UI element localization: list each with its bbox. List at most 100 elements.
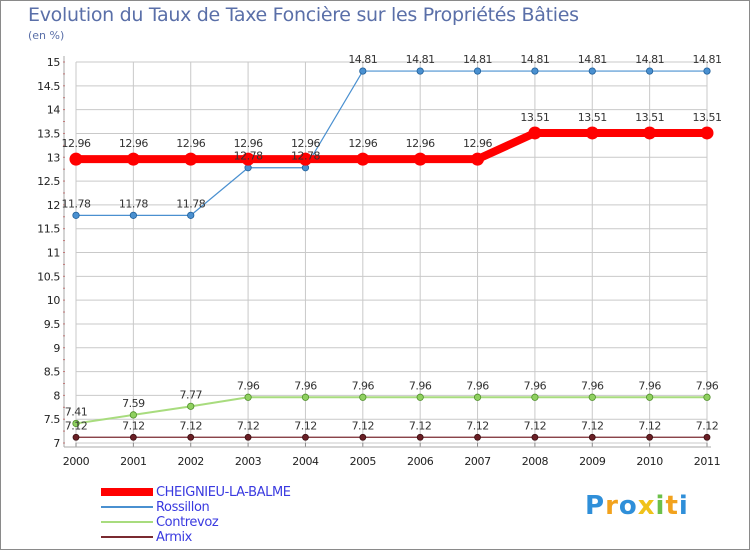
data-label: 12.96 xyxy=(234,137,263,150)
y-tick-label: 8.5 xyxy=(44,366,61,379)
series-contrevoz-point xyxy=(72,419,80,428)
data-label: 14.81 xyxy=(348,53,377,66)
data-label: 12.78 xyxy=(234,150,263,163)
y-tick-label: 9 xyxy=(53,342,60,355)
series-armix-point xyxy=(416,433,424,441)
data-label: 7.12 xyxy=(581,419,604,432)
series-contrevoz-line xyxy=(75,396,707,425)
series-cheignieu-la-balme-point xyxy=(643,126,657,140)
data-label: 11.78 xyxy=(62,197,91,210)
data-label: 7.12 xyxy=(352,419,375,432)
legend-label: Contrevoz xyxy=(156,515,219,530)
data-label: 12.96 xyxy=(119,137,148,150)
series-armix-point xyxy=(244,433,252,441)
data-label: 7.96 xyxy=(696,379,719,392)
series-rossillon-line xyxy=(76,70,707,216)
data-label: 7.12 xyxy=(179,419,202,432)
data-label: 12.96 xyxy=(62,137,91,150)
series-rossillon-point xyxy=(359,67,367,75)
data-label: 14.81 xyxy=(406,53,435,66)
legend-swatch xyxy=(101,536,153,538)
data-label: 14.81 xyxy=(635,53,664,66)
axes: 7 7.5 8 8.5 9 9.5 10 10.5 11 11.5 12 12.5 13 13.5 14 14… xyxy=(37,56,721,468)
series-cheignieu-la-balme-point xyxy=(126,152,140,166)
data-labels: 7.12 7.12 7.12 7.12 7.12 7.12 7.12 7.12 7.12 7.12… xyxy=(62,53,723,432)
data-label: 12.96 xyxy=(348,137,377,150)
data-label: 12.96 xyxy=(176,137,205,150)
y-tick-label: 11.5 xyxy=(37,223,60,236)
x-tick-label: 2008 xyxy=(522,455,549,468)
series-rossillon-point xyxy=(473,67,482,75)
data-label: 7.96 xyxy=(524,379,547,392)
data-label: 7.96 xyxy=(237,379,260,392)
data-label: 7.12 xyxy=(466,419,489,432)
data-label: 11.78 xyxy=(119,197,148,210)
data-label: 13.51 xyxy=(520,111,549,124)
x-tick-label: 2000 xyxy=(63,455,90,468)
y-axis-unit: (en %) xyxy=(28,29,65,42)
data-label: 7.12 xyxy=(409,419,432,432)
logo-letter: i xyxy=(655,491,666,521)
series-cheignieu-la-balme-point xyxy=(700,126,714,140)
data-label: 12.96 xyxy=(291,137,320,150)
series-contrevoz-point xyxy=(359,393,367,401)
series-armix-point xyxy=(588,433,596,441)
data-label: 14.81 xyxy=(520,53,549,66)
data-label: 7.96 xyxy=(409,379,432,392)
data-label: 13.51 xyxy=(578,111,607,124)
data-label: 7.96 xyxy=(294,379,317,392)
series-rossillon-point xyxy=(531,67,539,75)
series-contrevoz-point xyxy=(129,411,137,419)
y-tick-label: 11 xyxy=(47,247,60,260)
data-label: 7.12 xyxy=(696,419,719,432)
series-rossillon-point xyxy=(588,67,596,75)
data-label: 11.78 xyxy=(176,197,205,210)
series-rossillon-point xyxy=(187,211,195,219)
series-cheignieu-la-balme-point xyxy=(356,152,370,166)
data-label: 12.96 xyxy=(406,137,435,150)
gridlines xyxy=(75,61,708,444)
logo-letter: i xyxy=(678,491,689,521)
y-tick-label: 12 xyxy=(47,199,60,212)
x-tick-label: 2007 xyxy=(464,455,491,468)
data-label: 7.12 xyxy=(237,419,260,432)
legend-swatch xyxy=(101,488,153,496)
series-cheignieu-la-balme-point xyxy=(184,152,198,166)
series-cheignieu-la-balme-point xyxy=(69,152,83,166)
data-label: 7.96 xyxy=(466,379,489,392)
series-cheignieu-la-balme-point xyxy=(298,152,312,166)
series-cheignieu-la-balme-point xyxy=(413,152,427,166)
series-contrevoz-point xyxy=(244,393,252,401)
data-label: 12.78 xyxy=(291,150,320,163)
series-armix-point xyxy=(646,433,654,441)
logo-letter: r xyxy=(605,491,619,521)
y-tick-label: 10 xyxy=(47,294,61,307)
data-label: 7.12 xyxy=(524,419,547,432)
series-armix-point xyxy=(531,433,539,441)
series-contrevoz-point xyxy=(531,393,539,401)
logo-letter: o xyxy=(618,491,638,521)
series-armix-point xyxy=(703,433,711,441)
series-cheignieu-la-balme-point xyxy=(585,126,599,140)
series-armix-point xyxy=(129,433,137,441)
logo-letter: x xyxy=(637,491,656,521)
series-armix-point xyxy=(187,433,195,441)
y-tick-label: 13.5 xyxy=(37,127,60,140)
x-tick-label: 2009 xyxy=(579,455,606,468)
y-tick-label: 14.5 xyxy=(37,80,60,93)
data-label: 14.81 xyxy=(463,53,492,66)
series-armix-point xyxy=(474,433,481,441)
y-tick-label: 9.5 xyxy=(44,318,61,331)
data-label: 7.41 xyxy=(65,405,88,418)
legend-label: Armix xyxy=(156,530,192,545)
x-tick-label: 2003 xyxy=(235,455,262,468)
series-group xyxy=(69,67,714,441)
series-armix-point xyxy=(302,433,309,441)
series-rossillon-point xyxy=(129,211,137,219)
data-label: 7.12 xyxy=(294,419,317,432)
y-tick-label: 12.5 xyxy=(37,175,60,188)
proxiti-logo: Proxiti xyxy=(585,491,689,521)
series-rossillon-point xyxy=(703,67,711,75)
data-label: 13.51 xyxy=(693,111,722,124)
